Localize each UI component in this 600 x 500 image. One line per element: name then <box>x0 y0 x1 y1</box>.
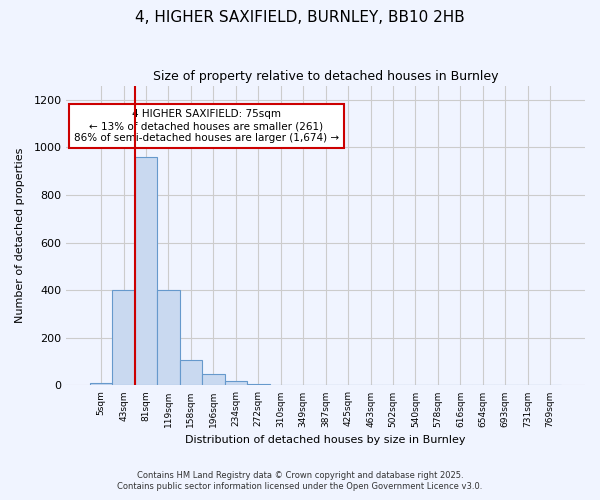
Bar <box>247 384 269 386</box>
Title: Size of property relative to detached houses in Burnley: Size of property relative to detached ho… <box>153 70 499 83</box>
Text: 4 HIGHER SAXIFIELD: 75sqm
← 13% of detached houses are smaller (261)
86% of semi: 4 HIGHER SAXIFIELD: 75sqm ← 13% of detac… <box>74 110 339 142</box>
Text: Contains HM Land Registry data © Crown copyright and database right 2025.: Contains HM Land Registry data © Crown c… <box>137 470 463 480</box>
Bar <box>157 290 180 386</box>
Bar <box>112 290 135 386</box>
Bar <box>202 374 224 386</box>
Bar <box>90 383 112 386</box>
Y-axis label: Number of detached properties: Number of detached properties <box>15 148 25 323</box>
X-axis label: Distribution of detached houses by size in Burnley: Distribution of detached houses by size … <box>185 435 466 445</box>
Text: 4, HIGHER SAXIFIELD, BURNLEY, BB10 2HB: 4, HIGHER SAXIFIELD, BURNLEY, BB10 2HB <box>135 10 465 25</box>
Bar <box>180 360 202 386</box>
Text: Contains public sector information licensed under the Open Government Licence v3: Contains public sector information licen… <box>118 482 482 491</box>
Bar <box>135 157 157 386</box>
Bar <box>224 381 247 386</box>
